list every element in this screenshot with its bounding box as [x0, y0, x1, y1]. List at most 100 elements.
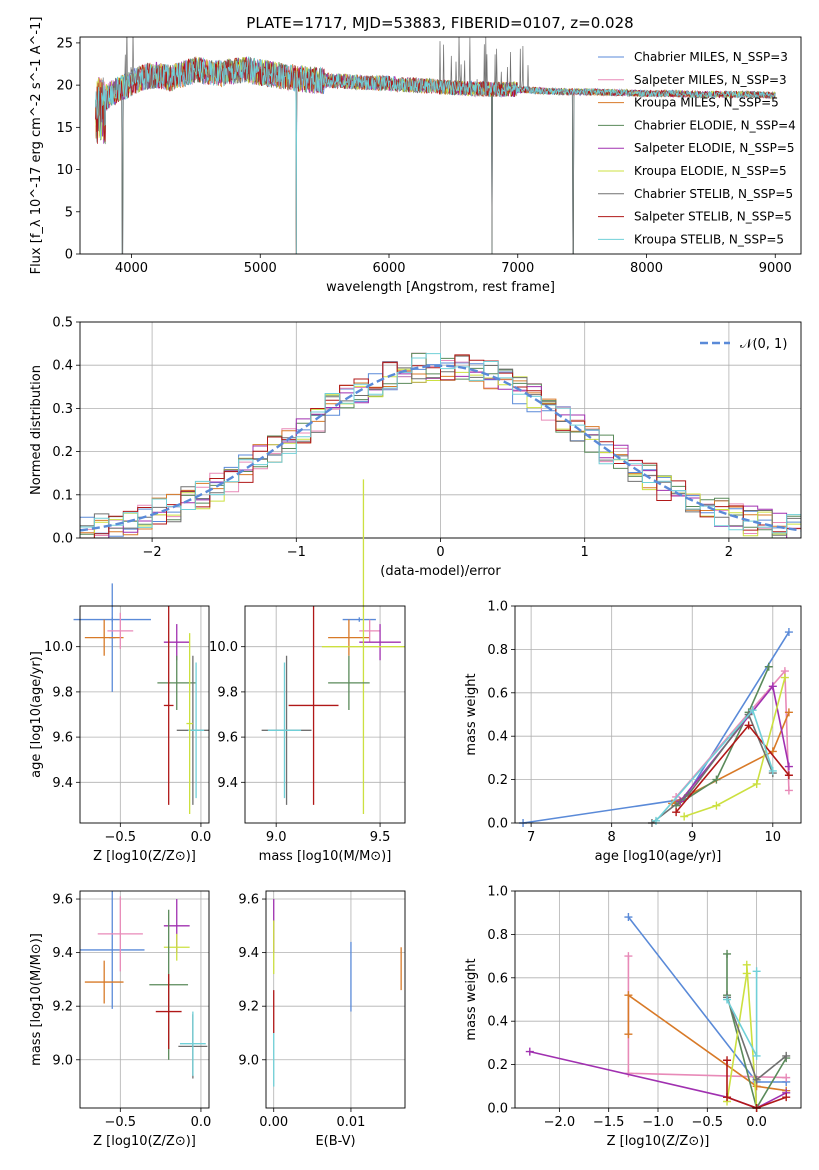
x-tick-label: −2: [143, 545, 162, 560]
x-tick-label: 9.5: [370, 830, 391, 845]
y-tick-label: 0.6: [487, 686, 508, 701]
error-bar-point: [179, 1011, 206, 1076]
y-tick-label: 0.6: [487, 971, 508, 986]
legend-label: 𝒩(0, 1): [740, 337, 787, 352]
x-tick-label: −1.5: [593, 1115, 625, 1130]
panel-age-vs-Z: −0.5 0.0 9.4 9.6 9.8 10.0 Z [log10(Z/Z⊙)] age […: [29, 583, 211, 864]
error-bar-point: [359, 619, 381, 643]
error-bar-point: [84, 960, 124, 1004]
panel-mass-vs-ebv: 0.00 0.01 9.0 9.2 9.4 9.6 E(B-V): [238, 890, 406, 1149]
y-tick-label: 25: [56, 36, 73, 51]
y-tick-label: 9.6: [217, 731, 238, 746]
plus-marker: [782, 1073, 791, 1082]
y-axis-label: Normed distribution: [29, 365, 44, 495]
x-tick-label: 9: [688, 830, 696, 845]
plus-marker: [744, 721, 753, 730]
plus-marker: [764, 662, 773, 671]
axes-frame: [79, 605, 210, 824]
y-tick-label: 9.0: [238, 1053, 259, 1068]
y-tick-label: 0.4: [487, 730, 508, 745]
x-tick-label: −1.0: [642, 1115, 674, 1130]
series-line-kroupa-elodie: [683, 677, 786, 818]
y-tick-label: 15: [56, 121, 73, 136]
plus-marker: [624, 913, 633, 922]
plus-marker: [782, 1093, 791, 1102]
legend: 𝒩(0, 1): [700, 337, 787, 352]
series-line-salpeter-stelib: [726, 1060, 787, 1109]
axes-frame: [514, 890, 802, 1109]
series-line-kroupa-elodie: [726, 964, 758, 1109]
y-tick-label: 10: [56, 163, 73, 178]
x-tick-label: 0.00: [259, 1115, 288, 1130]
plus-marker: [780, 673, 789, 682]
legend: Chabrier MILES, N_SSP=3 Salpeter MILES, N…: [598, 50, 796, 246]
x-tick-label: −0.5: [692, 1115, 724, 1130]
x-axis-label: Z [log10(Z/Z⊙)]: [607, 1134, 710, 1149]
plus-marker: [680, 812, 689, 821]
plot-area: [525, 913, 791, 1112]
legend-label: Salpeter ELODIE, N_SSP=5: [634, 141, 795, 155]
panel-mass-vs-Z: −0.5 0.0 9.0 9.2 9.4 9.6 Z [log10(Z/Z⊙)] mass […: [29, 890, 211, 1149]
y-axis-label: Flux [f_λ 10^-17 erg cm^-2 s^-1 A^-1]: [29, 17, 44, 275]
y-tick-label: 0: [65, 248, 73, 263]
panel-mass-weight-vs-age: 7 8 9 10 0.0 0.2 0.4 0.6 0.8 1.0 age [log10(age/yr…: [464, 600, 802, 864]
plus-marker: [742, 960, 751, 969]
y-tick-label: 10.0: [44, 640, 73, 655]
error-bar-point: [107, 612, 134, 649]
y-tick-label: 0.2: [487, 773, 508, 788]
plus-marker: [723, 1056, 732, 1065]
x-tick-label: 4000: [115, 261, 148, 276]
y-tick-label: 5: [65, 205, 73, 220]
y-tick-label: 9.8: [217, 685, 238, 700]
plus-marker: [712, 775, 721, 784]
axes-frame: [514, 605, 802, 824]
x-tick-label: 0.0: [746, 1115, 767, 1130]
plot-area: [95, 37, 776, 254]
error-bar-point: [80, 891, 145, 1009]
plot-area: [273, 899, 402, 1087]
plot-area: [519, 628, 793, 827]
x-axis-label: mass [log10(M/M⊙)]: [259, 849, 392, 864]
spectrum-line-kroupa-stelib: [95, 56, 776, 254]
plus-marker: [624, 991, 633, 1000]
error-bar-point: [328, 619, 370, 656]
plot-area: [261, 479, 405, 814]
y-axis-label: mass [log10(M/M⊙)]: [29, 933, 44, 1066]
plus-marker: [768, 682, 777, 691]
histogram-kroupa-stelib: [80, 353, 801, 538]
x-tick-label: 8: [608, 830, 616, 845]
y-tick-label: 9.4: [52, 946, 73, 961]
x-tick-label: 1: [581, 545, 589, 560]
legend-label: Kroupa MILES, N_SSP=5: [634, 96, 779, 110]
plus-marker: [752, 967, 761, 976]
panel-age-vs-mass: 9.0 9.5 9.4 9.6 9.8 10.0 mass [log10(M/M⊙)]: [209, 479, 406, 864]
y-tick-label: 1.0: [487, 600, 508, 615]
series-line-chabrier-stelib: [651, 712, 774, 824]
figure-title: PLATE=1717, MJD=53883, FIBERID=0107, z=0…: [246, 14, 633, 32]
legend-label: Chabrier ELODIE, N_SSP=4: [634, 118, 796, 132]
y-tick-label: 9.6: [52, 893, 73, 908]
plus-marker: [525, 1047, 534, 1056]
x-axis-label: wavelength [Angstrom, rest frame]: [326, 280, 555, 295]
x-tick-label: 2: [725, 545, 733, 560]
y-tick-label: 0.8: [487, 643, 508, 658]
x-tick-label: 5000: [244, 261, 277, 276]
series-line-chabrier-elodie: [675, 666, 770, 807]
plus-marker: [752, 779, 761, 788]
error-bar-point: [163, 606, 174, 805]
axes-frame: [244, 605, 406, 824]
x-axis-label: Z [log10(Z/Z⊙)]: [93, 1134, 196, 1149]
panel-residuals: −2 −1 0 1 2 0.0 0.1 0.2 0.3 0.4 0.5 (data-model)/er…: [29, 316, 802, 579]
y-tick-label: 9.4: [238, 946, 259, 961]
y-tick-label: 1.0: [487, 885, 508, 900]
x-tick-label: −0.5: [105, 1115, 137, 1130]
y-tick-label: 20: [56, 79, 73, 94]
error-bar-point: [188, 662, 205, 799]
y-tick-label: 0.0: [487, 1102, 508, 1117]
legend-label: Chabrier STELIB, N_SSP=5: [634, 187, 793, 201]
x-tick-label: 9000: [759, 261, 792, 276]
legend-label: Chabrier MILES, N_SSP=3: [634, 50, 788, 64]
plus-marker: [752, 1051, 761, 1060]
error-bar-point: [321, 479, 405, 814]
y-tick-label: 9.2: [238, 1000, 259, 1015]
